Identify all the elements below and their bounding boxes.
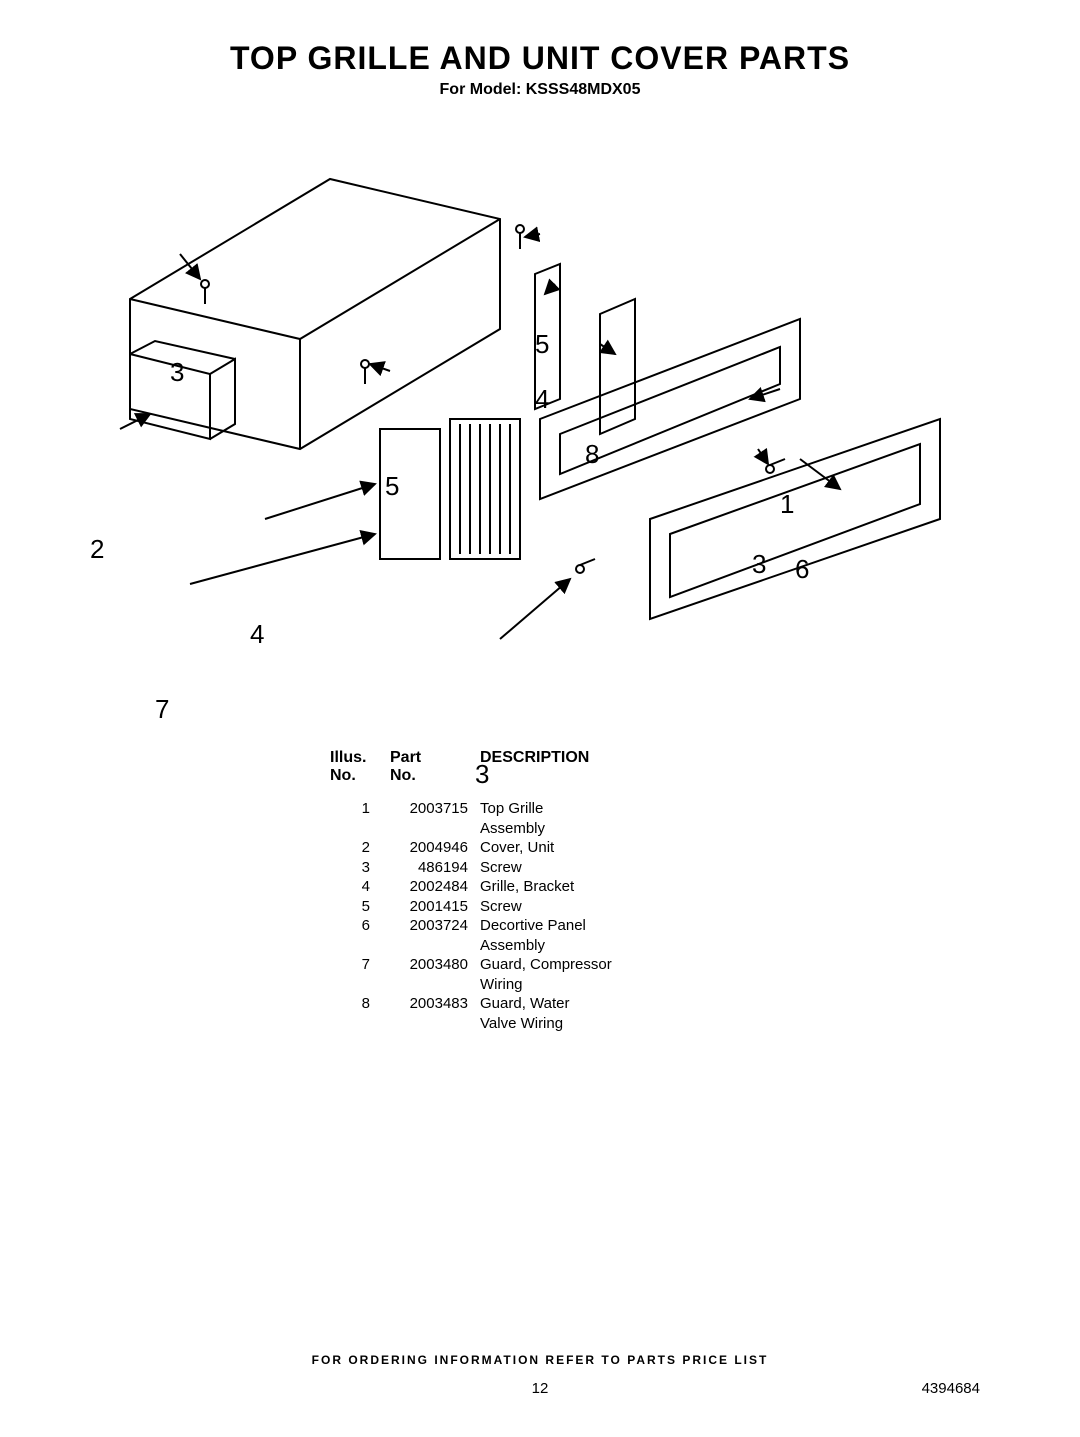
cell-desc: Cover, Unit [480,838,750,858]
cell-illus: 5 [330,897,390,917]
model-subtitle: For Model: KSSS48MDX05 [0,81,1080,99]
callout-8: 8 [585,439,599,470]
table-row: 6 2003724 Decortive PanelAssembly [330,916,750,955]
cell-part: 2003483 [390,994,480,1033]
callout-2: 2 [90,534,104,565]
header-illus: Illus.No. [330,749,390,785]
parts-table-body: 1 2003715 Top GrilleAssembly 2 2004946 C… [330,799,750,1033]
footer-note: FOR ORDERING INFORMATION REFER TO PARTS … [0,1353,1080,1367]
table-row: 8 2003483 Guard, WaterValve Wiring [330,994,750,1033]
table-row: 3 486194 Screw [330,858,750,878]
cell-desc: Guard, WaterValve Wiring [480,994,750,1033]
doc-number: 4394684 [922,1380,980,1397]
callout-4a: 4 [250,619,264,650]
cell-desc: Screw [480,858,750,878]
cell-part: 2001415 [390,897,480,917]
callout-3c: 3 [475,759,489,790]
callout-3a: 3 [170,357,184,388]
callout-6: 6 [795,554,809,585]
table-row: 5 2001415 Screw [330,897,750,917]
page-number: 12 [532,1380,549,1397]
header-desc: DESCRIPTION [480,749,750,785]
cell-desc: Grille, Bracket [480,877,750,897]
callout-7: 7 [155,694,169,725]
cell-part: 2002484 [390,877,480,897]
parts-table: Illus.No. PartNo. DESCRIPTION 1 2003715 … [330,749,750,1033]
callout-5a: 5 [385,471,399,502]
cell-part: 486194 [390,858,480,878]
callout-5b: 5 [535,329,549,360]
cell-part: 2003724 [390,916,480,955]
cell-illus: 3 [330,858,390,878]
cell-part: 2003715 [390,799,480,838]
cell-illus: 2 [330,838,390,858]
exploded-diagram: 3 2 5 4 7 5 4 8 1 3 6 3 [0,119,1080,719]
cell-desc: Top GrilleAssembly [480,799,750,838]
page-title: TOP GRILLE AND UNIT COVER PARTS [0,40,1080,77]
table-row: 2 2004946 Cover, Unit [330,838,750,858]
cell-desc: Screw [480,897,750,917]
callout-1: 1 [780,489,794,520]
cell-desc: Decortive PanelAssembly [480,916,750,955]
callout-4b: 4 [535,384,549,415]
cell-illus: 1 [330,799,390,838]
table-row: 4 2002484 Grille, Bracket [330,877,750,897]
parts-table-header: Illus.No. PartNo. DESCRIPTION [330,749,750,785]
cell-illus: 6 [330,916,390,955]
cell-illus: 7 [330,955,390,994]
cell-illus: 8 [330,994,390,1033]
table-row: 1 2003715 Top GrilleAssembly [330,799,750,838]
cell-part: 2003480 [390,955,480,994]
cell-part: 2004946 [390,838,480,858]
header-part: PartNo. [390,749,480,785]
callout-3b: 3 [752,549,766,580]
cell-illus: 4 [330,877,390,897]
table-row: 7 2003480 Guard, CompressorWiring [330,955,750,994]
cell-desc: Guard, CompressorWiring [480,955,750,994]
